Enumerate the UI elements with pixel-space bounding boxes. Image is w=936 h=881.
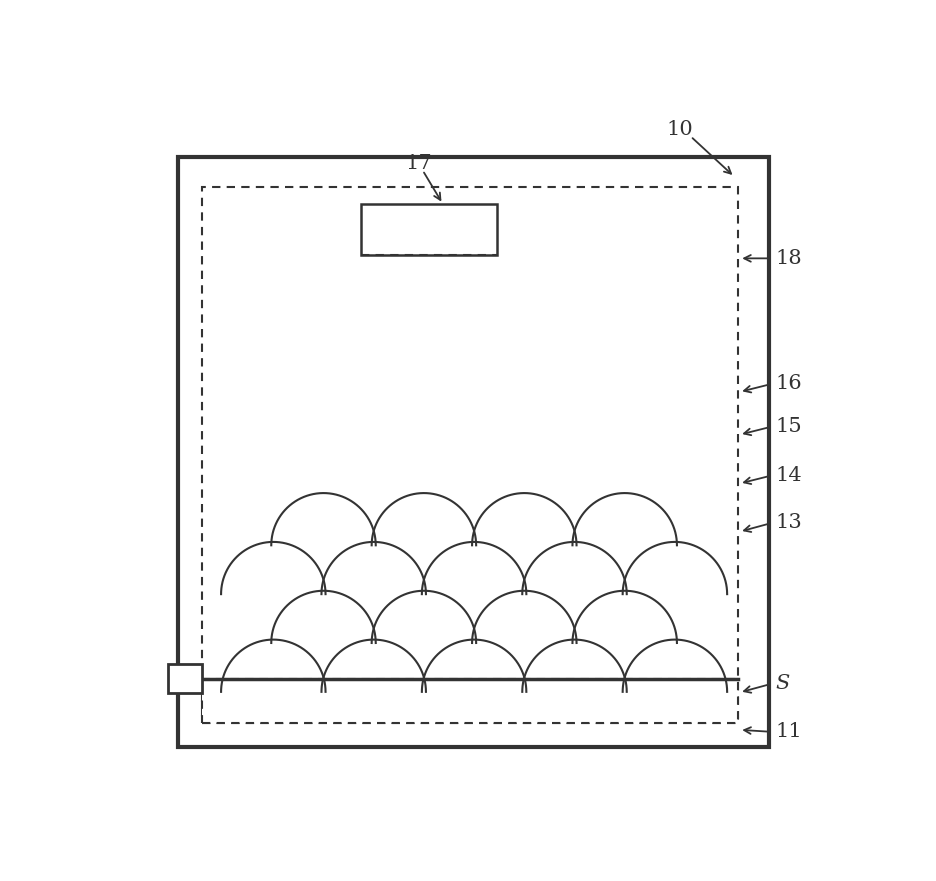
- Text: 16: 16: [774, 374, 801, 393]
- Text: 17: 17: [405, 154, 431, 173]
- Bar: [361, 204, 497, 255]
- Bar: [202, 679, 738, 723]
- Bar: [168, 664, 202, 692]
- Text: 11: 11: [774, 722, 801, 741]
- Text: 10: 10: [666, 120, 693, 139]
- Bar: [178, 157, 768, 747]
- Text: 18: 18: [774, 248, 801, 268]
- Bar: [202, 187, 738, 723]
- Text: 14: 14: [774, 466, 801, 485]
- Text: 15: 15: [774, 417, 801, 436]
- Text: 13: 13: [774, 514, 801, 532]
- Text: S: S: [774, 674, 789, 693]
